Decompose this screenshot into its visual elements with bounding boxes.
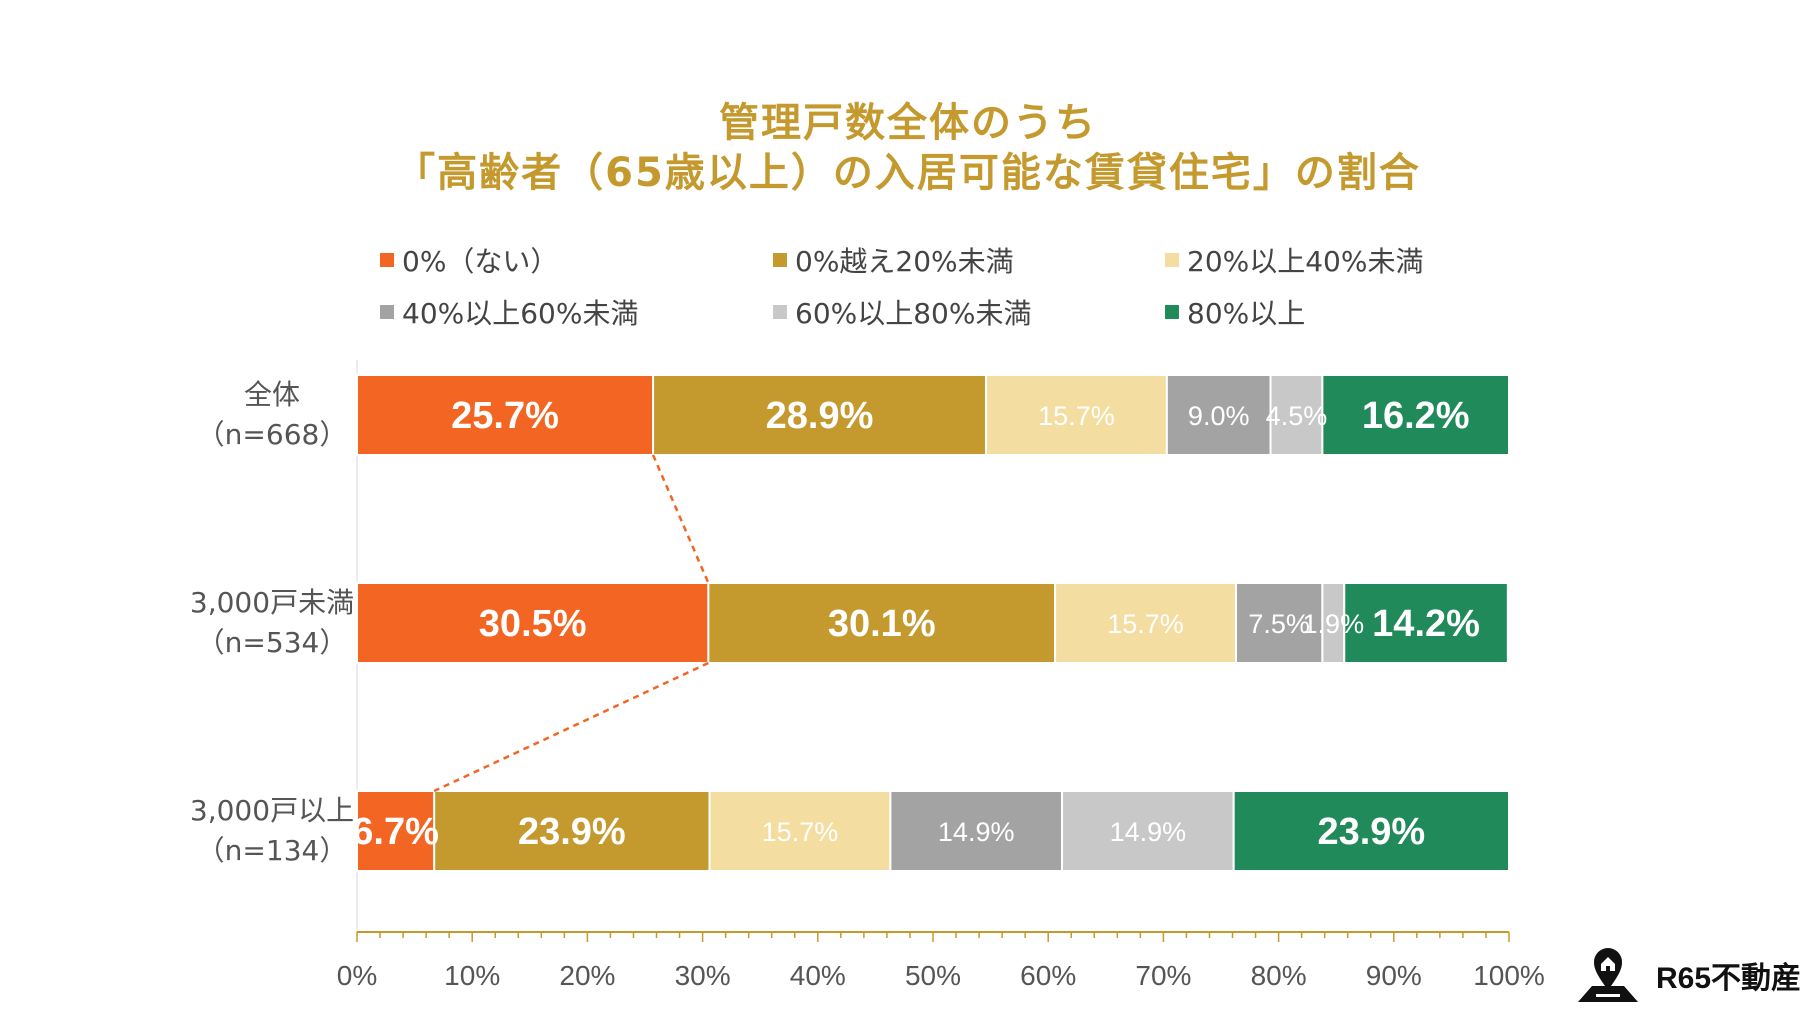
x-tick-label: 100% bbox=[1473, 960, 1545, 991]
chart-title-line1: 管理戸数全体のうち bbox=[719, 100, 1097, 146]
legend-item: 0%越え20%未満 bbox=[773, 240, 1014, 280]
category-label: 全体 （n=668） bbox=[147, 375, 397, 455]
data-label: 7.5% bbox=[1248, 609, 1310, 639]
connector-line bbox=[433, 661, 709, 793]
x-tick-label: 20% bbox=[559, 960, 615, 991]
data-label: 15.7% bbox=[1038, 401, 1115, 431]
data-label: 16.2% bbox=[1362, 395, 1470, 437]
data-label: 23.9% bbox=[1317, 811, 1425, 853]
legend-swatch bbox=[1165, 305, 1179, 319]
x-tick-label: 60% bbox=[1020, 960, 1076, 991]
legend-item: 20%以上40%未満 bbox=[1165, 240, 1423, 280]
legend-label: 0%越え20%未満 bbox=[795, 245, 1014, 278]
data-label: 28.9% bbox=[766, 395, 874, 437]
bar-segment bbox=[1343, 582, 1509, 664]
data-label: 9.0% bbox=[1188, 401, 1250, 431]
bar-segment bbox=[1061, 790, 1235, 872]
category-name: 全体 bbox=[243, 378, 300, 411]
category-label: 3,000戸未満 （n=534） bbox=[147, 583, 397, 663]
chart-title-line2: 「高齢者（65歳以上）の入居可能な賃貸住宅」の割合 bbox=[395, 150, 1421, 196]
bar-segment bbox=[1054, 582, 1237, 664]
bar-segment bbox=[1165, 374, 1272, 456]
legend-label: 60%以上80%未満 bbox=[795, 297, 1032, 330]
bar-segment bbox=[356, 790, 436, 872]
bar-segment bbox=[708, 790, 892, 872]
data-label: 15.7% bbox=[1107, 609, 1184, 639]
bar-segment bbox=[707, 582, 1057, 664]
legend-label: 0%（ない） bbox=[402, 245, 559, 278]
x-tick-label: 30% bbox=[675, 960, 731, 991]
brand-name: R65不動産 bbox=[1656, 962, 1802, 995]
x-tick-label: 0% bbox=[337, 960, 377, 991]
data-label: 14.9% bbox=[938, 817, 1015, 847]
legend-item: 40%以上60%未満 bbox=[380, 292, 638, 332]
x-tick-label: 90% bbox=[1366, 960, 1422, 991]
legend-label: 20%以上40%未満 bbox=[1187, 245, 1424, 278]
legend-swatch bbox=[380, 305, 394, 319]
legend-item: 80%以上 bbox=[1165, 292, 1305, 332]
brand-logo: R65不動産 bbox=[1568, 940, 1801, 1010]
data-label: 25.7% bbox=[451, 395, 559, 437]
data-label: 30.1% bbox=[828, 603, 936, 645]
x-tick-label: 70% bbox=[1135, 960, 1191, 991]
bar-segment bbox=[984, 374, 1168, 456]
category-label: 3,000戸以上 （n=134） bbox=[147, 791, 397, 871]
data-label: 6.7% bbox=[352, 811, 439, 853]
category-sample-size: （n=534） bbox=[196, 626, 348, 659]
legend-label: 80%以上 bbox=[1187, 297, 1306, 330]
legend-swatch bbox=[773, 305, 787, 319]
category-sample-size: （n=134） bbox=[196, 834, 348, 867]
legend-swatch bbox=[1165, 253, 1179, 267]
bar-segment bbox=[652, 374, 987, 456]
legend-item: 0%（ない） bbox=[380, 240, 558, 280]
map-pin-house-icon bbox=[1578, 948, 1638, 1002]
bar-segment bbox=[889, 790, 1064, 872]
legend-label: 40%以上60%未満 bbox=[402, 297, 639, 330]
category-name: 3,000戸以上 bbox=[189, 794, 355, 827]
legend-swatch bbox=[773, 253, 787, 267]
legend-item: 60%以上80%未満 bbox=[773, 292, 1031, 332]
x-tick-label: 40% bbox=[790, 960, 846, 991]
bar-segment bbox=[356, 582, 710, 664]
data-label: 1.9% bbox=[1303, 609, 1365, 639]
data-label: 15.7% bbox=[762, 817, 839, 847]
legend-swatch bbox=[380, 253, 394, 267]
bar-segment bbox=[1321, 374, 1510, 456]
bar-segment bbox=[1269, 374, 1324, 456]
x-tick-label: 80% bbox=[1251, 960, 1307, 991]
bar-segment bbox=[433, 790, 711, 872]
data-label: 4.5% bbox=[1266, 401, 1328, 431]
x-tick-label: 10% bbox=[444, 960, 500, 991]
connector-line bbox=[651, 454, 710, 584]
x-tick-label: 50% bbox=[905, 960, 961, 991]
data-label: 23.9% bbox=[518, 811, 626, 853]
category-sample-size: （n=668） bbox=[196, 418, 348, 451]
data-label: 30.5% bbox=[479, 603, 587, 645]
data-label: 14.2% bbox=[1372, 603, 1480, 645]
data-label: 14.9% bbox=[1110, 817, 1187, 847]
category-name: 3,000戸未満 bbox=[189, 586, 355, 619]
bar-segment bbox=[356, 374, 655, 456]
bar-segment bbox=[1232, 790, 1510, 872]
